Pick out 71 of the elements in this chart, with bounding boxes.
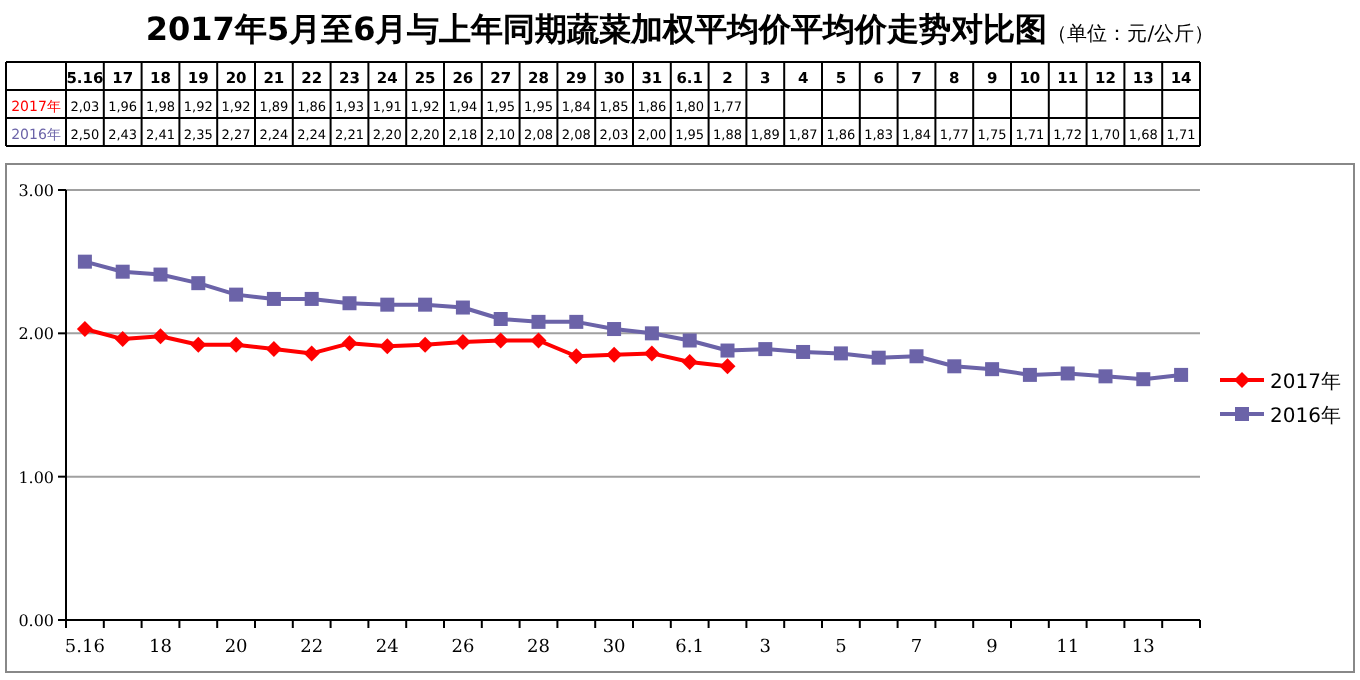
point (568, 348, 585, 365)
point (530, 332, 547, 349)
point (909, 349, 924, 364)
category-label: 20 (224, 638, 248, 658)
point (153, 267, 168, 282)
point (379, 338, 396, 355)
category-label: 18 (149, 638, 172, 658)
point (871, 350, 886, 365)
category-label: 30 (602, 638, 626, 658)
point (1022, 367, 1037, 382)
legend-label: 2016年 (1270, 404, 1341, 428)
category-label: 26 (451, 638, 475, 658)
legend-label: 2017年 (1270, 370, 1341, 394)
point (493, 312, 508, 326)
point (417, 336, 434, 353)
category-label: 11 (1056, 638, 1080, 658)
chart-title: 2017年5月至6月与上年同期蔬菜加权平均价平均价走势对比图 (145, 10, 1048, 48)
point (77, 254, 92, 269)
point (607, 322, 622, 337)
category-label: 7 (910, 638, 923, 658)
y-tick-label: 2.00 (18, 325, 54, 344)
category-label: 3 (759, 638, 772, 658)
point (985, 362, 1000, 377)
category-label: 9 (986, 638, 998, 658)
point (1174, 367, 1189, 382)
chart-subtitle: （单位：元/公斤） (1047, 22, 1215, 46)
point (719, 358, 736, 375)
point (1098, 369, 1113, 384)
point (191, 276, 206, 291)
point (681, 354, 698, 370)
point (833, 346, 848, 361)
point (229, 287, 244, 302)
point (644, 326, 659, 341)
point (114, 331, 131, 348)
y-tick-label: 3.00 (18, 182, 54, 200)
point (265, 341, 282, 358)
category-label: 13 (1131, 638, 1155, 658)
point (947, 359, 962, 374)
point (342, 296, 357, 311)
y-tick-label: 0.00 (18, 612, 54, 630)
point (1060, 366, 1075, 381)
point (303, 345, 320, 362)
point (266, 291, 281, 306)
point (115, 264, 130, 279)
category-label: 24 (375, 638, 399, 658)
point (796, 344, 811, 359)
point (492, 332, 509, 349)
point (606, 346, 623, 363)
category-label: 6.1 (675, 638, 705, 658)
category-label: 5 (835, 638, 847, 658)
point (190, 336, 207, 353)
point (455, 300, 470, 315)
point (76, 321, 93, 338)
point (418, 297, 433, 312)
category-label: 28 (527, 638, 550, 658)
category-label: 22 (300, 638, 324, 658)
point (304, 291, 319, 306)
point (152, 328, 169, 345)
point (643, 345, 660, 362)
point (380, 297, 395, 312)
y-tick-label: 1.00 (18, 468, 54, 487)
point (454, 333, 471, 350)
category-label: 5.16 (64, 638, 105, 658)
point (341, 335, 358, 352)
point (682, 333, 697, 348)
point (531, 314, 546, 329)
point (1136, 372, 1151, 387)
point (569, 314, 584, 329)
point (758, 342, 773, 357)
point (720, 343, 735, 358)
point (228, 336, 245, 353)
